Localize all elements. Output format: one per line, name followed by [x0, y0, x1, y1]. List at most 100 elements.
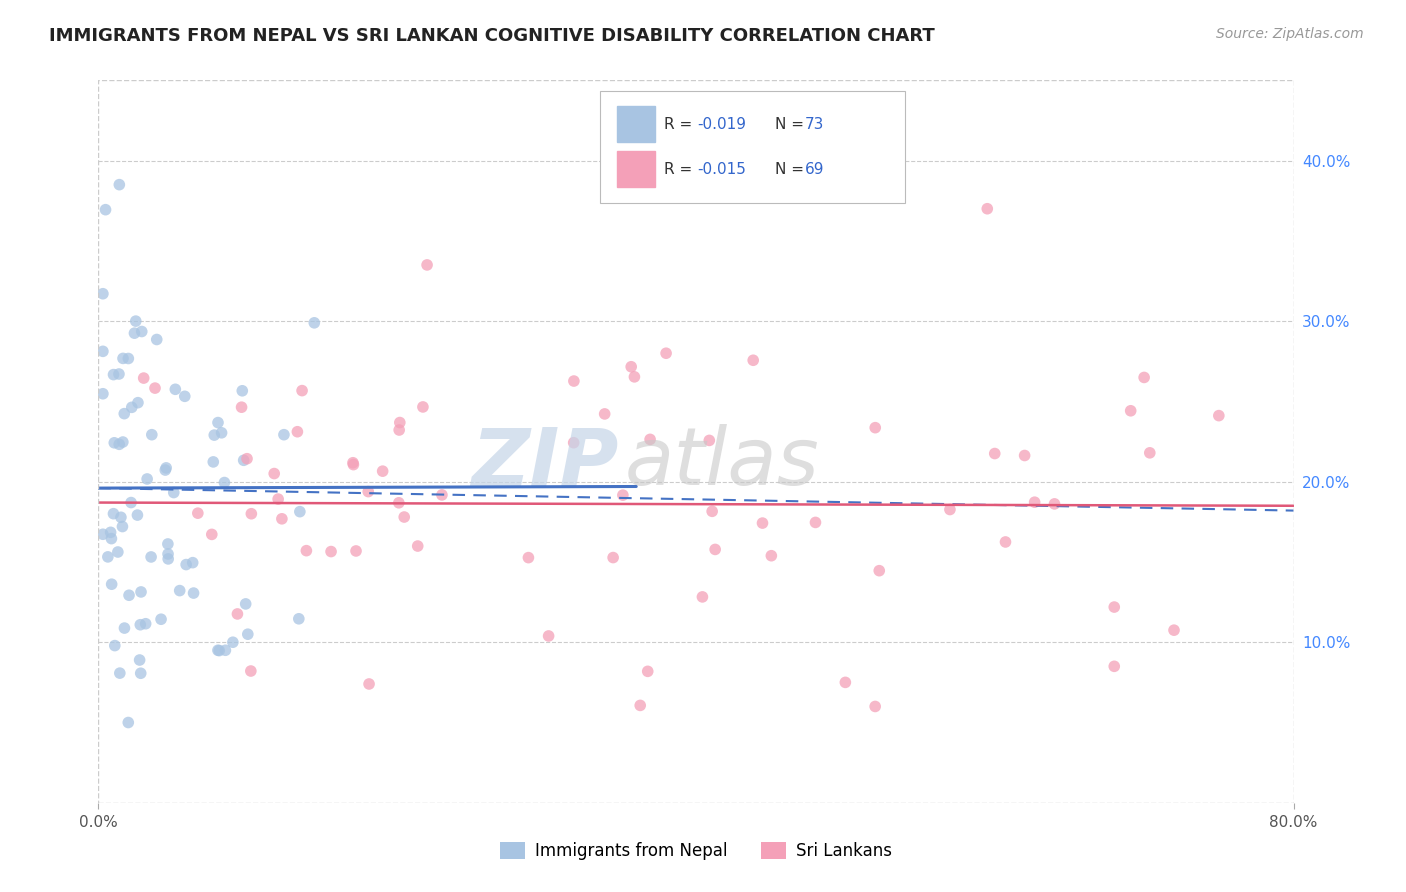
Point: [211, 425, 233, 440]
Point: [165, 382, 187, 396]
Point: [388, 496, 411, 510]
Point: [697, 434, 720, 448]
Point: [304, 316, 326, 330]
Point: [118, 588, 141, 602]
Point: [114, 621, 136, 635]
Point: [388, 416, 411, 430]
Point: [222, 635, 245, 649]
Point: [804, 516, 827, 530]
Point: [100, 532, 122, 546]
Point: [128, 653, 150, 667]
Point: [181, 556, 204, 570]
Point: [319, 544, 342, 558]
Point: [120, 495, 142, 509]
Point: [638, 433, 661, 447]
Point: [602, 550, 624, 565]
Point: [1163, 623, 1185, 637]
Point: [517, 550, 540, 565]
Text: -0.019: -0.019: [697, 117, 747, 132]
Point: [562, 435, 585, 450]
Point: [1104, 600, 1126, 615]
Point: [145, 333, 167, 347]
Point: [132, 371, 155, 385]
Point: [91, 344, 114, 359]
Point: [207, 643, 229, 657]
Point: [107, 545, 129, 559]
Point: [108, 666, 131, 681]
Point: [183, 586, 205, 600]
Point: [91, 527, 114, 541]
Point: [125, 314, 148, 328]
Point: [157, 552, 180, 566]
FancyBboxPatch shape: [617, 106, 655, 143]
Point: [637, 665, 659, 679]
Point: [129, 585, 152, 599]
Point: [117, 351, 139, 366]
Point: [1133, 370, 1156, 384]
Point: [174, 558, 197, 572]
Point: [612, 488, 634, 502]
Point: [702, 504, 724, 518]
Text: atlas: atlas: [624, 425, 820, 502]
Point: [388, 423, 411, 437]
Point: [1104, 659, 1126, 673]
Point: [704, 542, 727, 557]
Text: R =: R =: [664, 117, 697, 132]
Point: [412, 400, 434, 414]
Point: [143, 381, 166, 395]
Point: [136, 472, 159, 486]
Point: [655, 346, 678, 360]
Point: [111, 519, 134, 533]
Point: [406, 539, 429, 553]
Point: [295, 543, 318, 558]
Point: [187, 506, 209, 520]
Point: [620, 359, 643, 374]
Point: [108, 367, 131, 381]
Point: [117, 715, 139, 730]
Point: [1043, 497, 1066, 511]
Point: [157, 547, 180, 561]
Text: Source: ZipAtlas.com: Source: ZipAtlas.com: [1216, 27, 1364, 41]
Point: [742, 353, 765, 368]
Point: [150, 612, 173, 626]
Point: [834, 675, 856, 690]
Point: [865, 420, 887, 434]
Point: [267, 492, 290, 507]
Point: [155, 461, 177, 475]
Point: [156, 537, 179, 551]
Point: [1014, 449, 1036, 463]
Point: [562, 374, 585, 388]
Point: [235, 597, 257, 611]
Point: [163, 485, 186, 500]
Text: N =: N =: [775, 117, 808, 132]
Point: [155, 463, 177, 477]
Point: [108, 178, 131, 192]
Point: [288, 612, 311, 626]
Point: [214, 475, 236, 490]
Point: [270, 512, 292, 526]
Point: [1139, 446, 1161, 460]
Point: [751, 516, 773, 530]
Legend: Immigrants from Nepal, Sri Lankans: Immigrants from Nepal, Sri Lankans: [494, 835, 898, 867]
Point: [291, 384, 314, 398]
Point: [357, 677, 380, 691]
Point: [111, 351, 134, 366]
Point: [692, 590, 714, 604]
Text: ZIP: ZIP: [471, 425, 619, 502]
Point: [939, 502, 962, 516]
Point: [976, 202, 998, 216]
Point: [110, 510, 132, 524]
Point: [1024, 495, 1046, 509]
Point: [169, 583, 191, 598]
Point: [112, 407, 135, 421]
Point: [236, 627, 259, 641]
Point: [537, 629, 560, 643]
Point: [141, 427, 163, 442]
Point: [994, 535, 1017, 549]
Point: [103, 507, 125, 521]
Point: [127, 395, 149, 409]
Point: [129, 666, 152, 681]
Point: [236, 451, 259, 466]
Point: [239, 664, 262, 678]
Point: [202, 428, 225, 442]
